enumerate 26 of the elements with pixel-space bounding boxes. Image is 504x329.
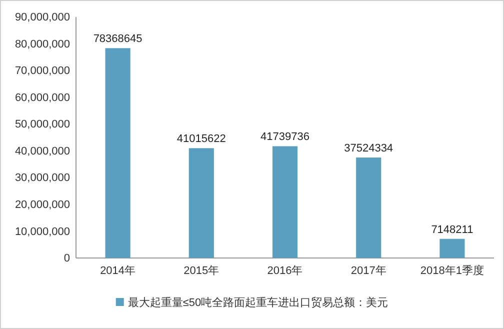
y-tick-label: 10,000,000 xyxy=(14,226,70,238)
data-label: 37524334 xyxy=(344,142,394,155)
bar xyxy=(188,148,214,258)
y-tick-label: 90,000,000 xyxy=(14,12,70,24)
data-label: 41739736 xyxy=(260,131,310,144)
y-tick-label: 30,000,000 xyxy=(14,172,70,184)
x-tick-label: 2018年1季度 xyxy=(420,264,484,277)
legend-label: 最大起重量≤50吨全路面起重车进出口贸易总额：美元 xyxy=(128,296,388,309)
y-tick-label: 40,000,000 xyxy=(14,145,70,158)
x-tick-label: 2014年 xyxy=(100,264,136,277)
x-tick-label: 2015年 xyxy=(184,264,220,277)
bar xyxy=(440,238,465,258)
y-tick-label: 70,000,000 xyxy=(14,65,70,78)
data-label: 78368645 xyxy=(93,33,142,46)
y-tick-label: 50,000,000 xyxy=(14,118,70,131)
data-label: 41015622 xyxy=(176,133,226,146)
bar xyxy=(356,158,382,258)
data-label: 7148211 xyxy=(431,224,474,236)
bar xyxy=(272,146,298,258)
y-tick-label: 80,000,000 xyxy=(14,38,70,50)
y-tick-label: 60,000,000 xyxy=(14,92,70,104)
x-tick-label: 2017年 xyxy=(350,264,386,277)
y-tick-label: 20,000,000 xyxy=(14,198,70,211)
x-tick-label: 2016年 xyxy=(267,264,303,277)
y-tick-label: 0 xyxy=(64,252,70,265)
bar xyxy=(105,48,130,258)
